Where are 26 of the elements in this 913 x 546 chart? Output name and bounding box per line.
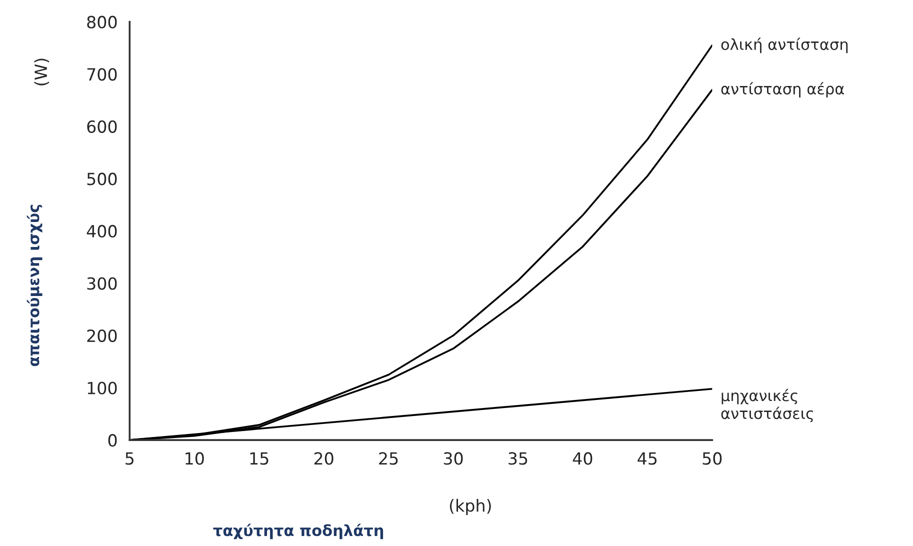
x-tick-label: 15 — [250, 452, 268, 465]
x-tick-label: 40 — [572, 452, 592, 465]
y-tick-label: 0 — [108, 434, 117, 447]
y-tick-label: 700 — [87, 68, 117, 81]
y-tick-label: 200 — [87, 329, 117, 342]
y-axis-title: απαιτούμενη ισχύς — [26, 204, 42, 366]
x-tick-label: 20 — [314, 452, 334, 465]
x-tick-label: 35 — [508, 452, 528, 465]
y-tick-label: 300 — [87, 277, 117, 290]
y-tick-label: 500 — [87, 172, 117, 186]
y-tick-label: 100 — [88, 382, 117, 394]
y-tick-label: 600 — [87, 120, 117, 133]
x-axis-title: ταχύτητα ποδηλάτη — [213, 524, 384, 540]
series-label: ολική αντίσταση — [721, 38, 848, 54]
x-tick-label: 5 — [126, 452, 134, 465]
series-label: μηχανικές αντιστάσεις — [721, 388, 813, 422]
y-tick-label: 400 — [86, 224, 117, 238]
x-tick-label: 25 — [379, 452, 398, 465]
x-tick-label: 50 — [702, 452, 722, 465]
y-tick-label: 800 — [87, 16, 117, 28]
x-tick-label: 45 — [638, 452, 657, 465]
x-tick-label: 10 — [186, 452, 204, 465]
text: (kph) — [450, 498, 491, 516]
x-tick-label: 30 — [444, 452, 463, 465]
series-label: αντίσταση αέρα — [721, 82, 844, 98]
text: (W) — [34, 58, 50, 86]
